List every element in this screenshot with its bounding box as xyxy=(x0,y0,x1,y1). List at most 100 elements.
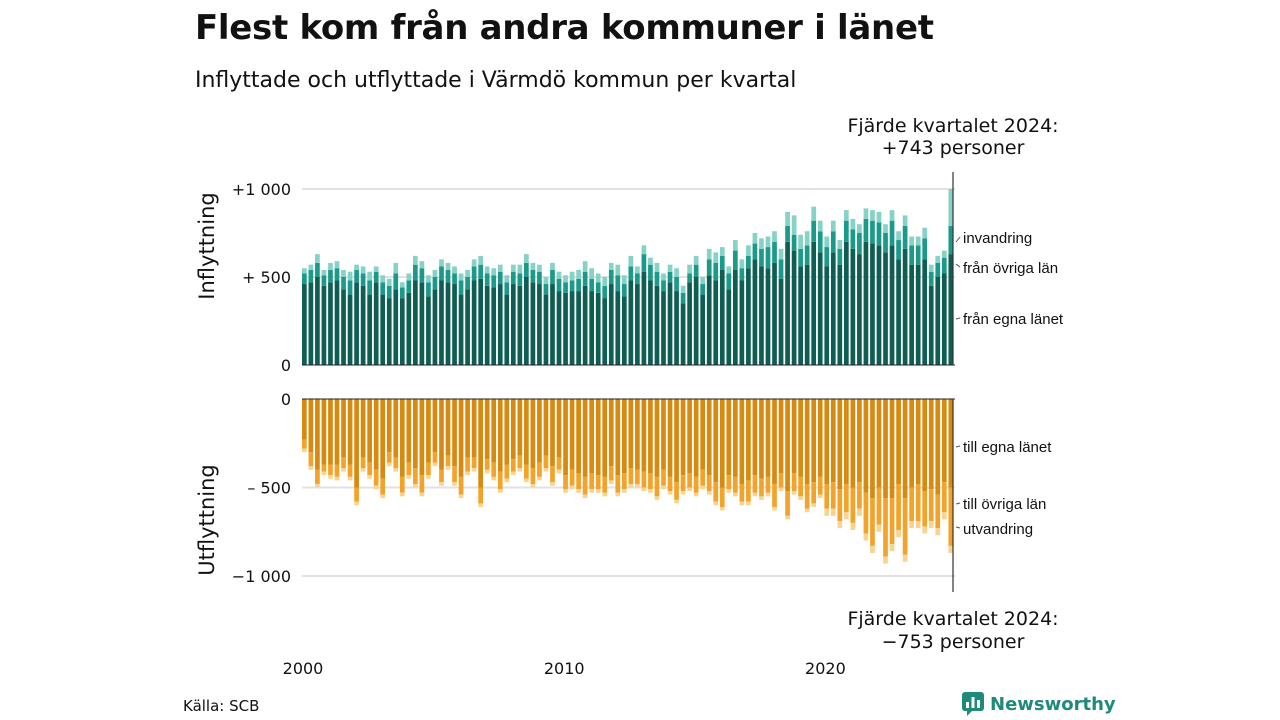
bar-ut-0-93 xyxy=(909,399,914,488)
bar-in-1-53 xyxy=(648,264,653,281)
bar-ut-2-36 xyxy=(537,476,542,481)
bar-ut-1-31 xyxy=(504,464,510,479)
y-tick-in-0: 0 xyxy=(281,356,291,375)
bar-ut-1-4 xyxy=(328,464,333,476)
bar-in-1-85 xyxy=(857,233,862,255)
bar-in-1-25 xyxy=(465,277,470,290)
bar-in-0-41 xyxy=(569,291,575,365)
bar-ut-2-22 xyxy=(445,466,451,470)
bar-in-2-59 xyxy=(687,264,692,274)
bar-in-2-38 xyxy=(550,262,555,270)
bar-ut-1-33 xyxy=(517,455,523,469)
bar-in-2-58 xyxy=(680,285,686,293)
bar-ut-0-97 xyxy=(935,399,941,495)
bar-in-1-33 xyxy=(517,273,523,286)
bar-ut-0-28 xyxy=(484,399,490,460)
bar-ut-1-41 xyxy=(569,469,575,486)
bar-in-0-16 xyxy=(406,292,412,365)
bar-in-2-22 xyxy=(445,262,451,270)
bar-ut-0-10 xyxy=(367,399,373,463)
bar-ut-2-40 xyxy=(563,489,568,493)
bar-in-1-54 xyxy=(654,271,660,286)
bar-ut-2-18 xyxy=(419,492,425,497)
bar-ut-0-51 xyxy=(635,399,640,470)
bar-in-0-7 xyxy=(347,294,353,365)
bar-ut-1-54 xyxy=(654,476,660,497)
bar-in-2-60 xyxy=(693,255,699,265)
bar-ut-2-63 xyxy=(713,501,719,506)
bar-in-1-52 xyxy=(641,254,647,272)
bar-ut-2-43 xyxy=(582,494,588,499)
bar-ut-1-27 xyxy=(478,487,484,504)
bar-ut-1-62 xyxy=(706,475,712,492)
bar-in-2-16 xyxy=(406,273,412,281)
bar-ut-2-3 xyxy=(321,471,327,476)
bar-in-2-97 xyxy=(935,255,941,263)
bar-ut-2-27 xyxy=(478,503,484,507)
bar-ut-1-42 xyxy=(576,473,581,490)
bar-ut-1-12 xyxy=(380,478,386,495)
bar-in-2-93 xyxy=(909,236,914,246)
bar-in-0-27 xyxy=(478,278,484,365)
bar-ut-2-0 xyxy=(302,448,307,453)
bar-in-2-48 xyxy=(615,264,621,276)
bar-in-1-40 xyxy=(563,282,568,293)
bar-in-0-48 xyxy=(615,291,621,365)
bar-in-1-84 xyxy=(850,229,856,249)
bar-ut-0-4 xyxy=(328,399,333,465)
bar-in-2-8 xyxy=(354,264,359,270)
bar-ut-0-60 xyxy=(693,399,699,477)
bar-in-2-20 xyxy=(432,269,438,277)
bar-ut-0-77 xyxy=(804,399,810,484)
bar-in-2-51 xyxy=(635,266,640,274)
bar-in-0-74 xyxy=(785,241,790,365)
bar-ut-1-16 xyxy=(406,462,412,476)
bar-in-1-1 xyxy=(308,269,314,283)
bar-ut-2-29 xyxy=(491,476,497,481)
bar-in-2-0 xyxy=(302,268,307,274)
bar-ut-0-27 xyxy=(478,399,484,488)
bar-in-0-9 xyxy=(360,285,366,365)
bar-in-2-76 xyxy=(798,234,803,249)
bar-in-1-96 xyxy=(928,271,934,286)
bar-ut-0-84 xyxy=(850,399,856,488)
bar-in-2-4 xyxy=(328,262,333,270)
bar-in-0-90 xyxy=(889,245,895,365)
bar-ut-2-79 xyxy=(817,494,823,499)
bar-in-2-11 xyxy=(373,266,379,272)
bar-in-2-87 xyxy=(870,210,875,221)
bar-in-2-40 xyxy=(563,275,568,283)
bar-ut-1-30 xyxy=(497,471,503,490)
bar-in-1-35 xyxy=(530,269,536,283)
bar-ut-2-83 xyxy=(843,512,849,520)
bar-in-0-93 xyxy=(909,264,914,365)
bar-in-0-81 xyxy=(830,252,836,365)
bar-in-2-25 xyxy=(465,269,470,277)
bar-ut-1-87 xyxy=(870,498,875,546)
chart-title: Flest kom från andra kommuner i länet xyxy=(195,8,934,48)
bar-ut-0-0 xyxy=(302,399,307,440)
bar-ut-0-82 xyxy=(837,399,843,490)
bar-in-0-37 xyxy=(543,294,549,365)
bar-in-2-28 xyxy=(484,266,490,274)
bar-in-2-18 xyxy=(419,261,425,269)
bar-in-0-40 xyxy=(563,292,568,365)
bar-in-1-18 xyxy=(419,268,425,283)
bar-ut-0-38 xyxy=(550,399,555,467)
bar-in-0-66 xyxy=(732,269,738,365)
bar-ut-2-97 xyxy=(935,528,941,536)
bar-in-2-82 xyxy=(837,240,843,249)
bar-ut-2-80 xyxy=(824,508,830,516)
bar-ut-0-70 xyxy=(759,399,764,479)
bar-in-2-13 xyxy=(386,278,392,286)
bar-ut-0-26 xyxy=(471,399,477,458)
x-tick-2: 2020 xyxy=(805,659,846,678)
bar-in-0-88 xyxy=(876,245,882,365)
bar-in-2-42 xyxy=(576,269,581,279)
bar-in-0-87 xyxy=(870,243,875,365)
bar-in-1-70 xyxy=(759,248,764,267)
bar-ut-0-25 xyxy=(465,399,470,458)
bar-ut-2-71 xyxy=(765,492,771,497)
bar-in-1-59 xyxy=(687,273,692,283)
bar-ut-2-81 xyxy=(830,508,836,516)
